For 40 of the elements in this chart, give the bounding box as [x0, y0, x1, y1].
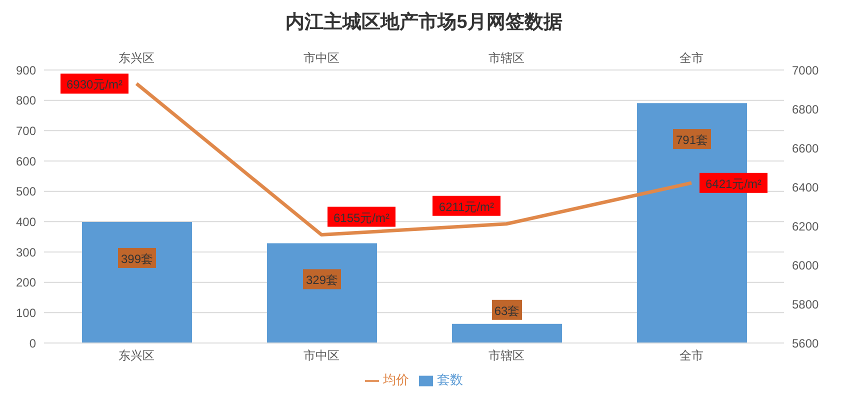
bar	[267, 243, 377, 343]
y2-tick-label: 7000	[792, 63, 820, 78]
y-tick-label: 100	[16, 306, 36, 320]
data-label: 6930元/m²	[66, 78, 123, 92]
bar	[82, 222, 192, 343]
y2-tick-label: 6200	[792, 219, 820, 234]
legend-label: 套数	[437, 372, 463, 387]
y2-tick-label: 5600	[792, 336, 820, 350]
data-label: 6211元/m²	[438, 200, 494, 214]
y-tick-label: 200	[16, 276, 36, 290]
y2-tick-label: 5800	[792, 297, 820, 312]
data-label: 6421元/m²	[705, 176, 762, 191]
x-tick-label: 全市	[680, 51, 704, 65]
y-tick-label: 700	[16, 124, 36, 138]
y-tick-label: 0	[29, 336, 36, 350]
data-label: 6155元/m²	[333, 210, 390, 225]
chart-title: 内江主城区地产市场5月网签数据	[284, 10, 564, 35]
y2-tick-label: 6600	[792, 141, 820, 156]
bar	[452, 324, 562, 343]
data-label: 399套	[120, 252, 154, 266]
legend-label: 均价	[383, 372, 409, 387]
x-tick-label: 市辖区	[488, 51, 524, 65]
y-tick-label: 300	[16, 245, 36, 260]
category-label: 全市	[680, 348, 704, 363]
y-tick-label: 900	[16, 63, 36, 78]
y2-tick-label: 6800	[792, 102, 820, 116]
category-label: 市辖区	[488, 348, 524, 363]
y-tick-label: 600	[16, 154, 36, 168]
x-tick-label: 市中区	[304, 51, 340, 65]
y2-tick-label: 6400	[792, 180, 820, 194]
y-tick-label: 800	[16, 94, 36, 108]
category-label: 东兴区	[118, 348, 154, 363]
data-label: 791套	[676, 133, 708, 148]
x-tick-label: 东兴区	[118, 51, 154, 65]
y2-tick-label: 6000	[792, 258, 820, 272]
data-label: 63套	[494, 304, 520, 318]
y-tick-label: 400	[16, 214, 36, 229]
y-tick-label: 500	[16, 184, 36, 199]
data-label: 329套	[306, 273, 338, 288]
category-label: 市中区	[304, 348, 340, 363]
